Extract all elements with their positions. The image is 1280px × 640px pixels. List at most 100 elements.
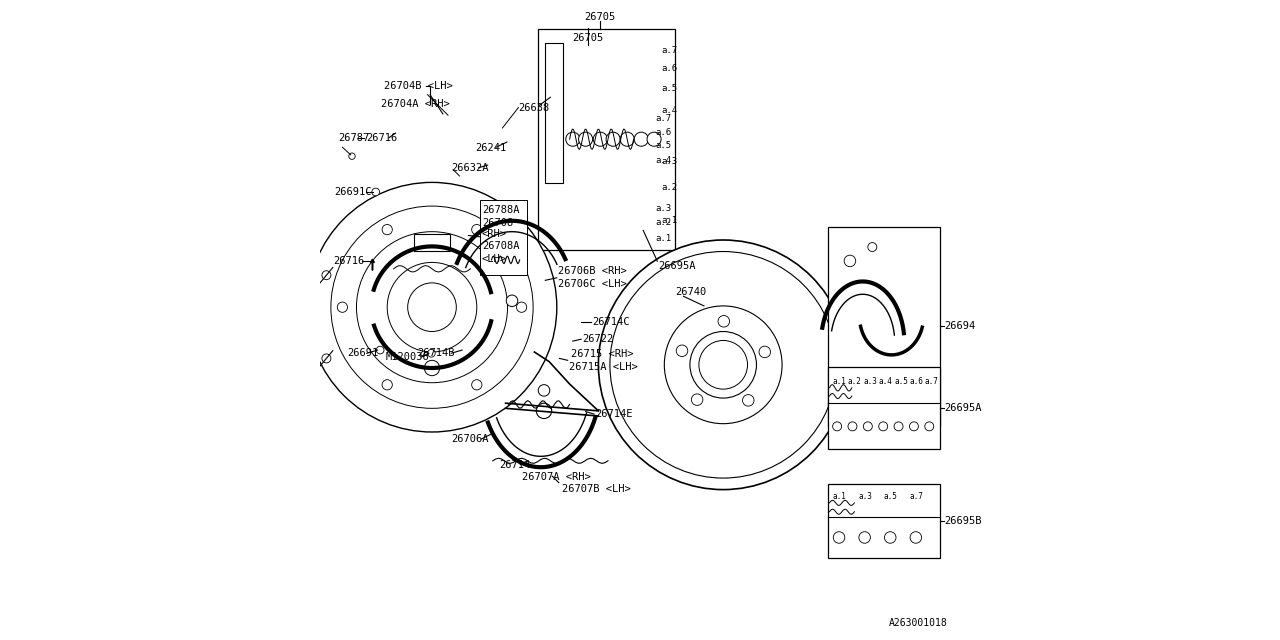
Text: a.1: a.1	[662, 216, 677, 225]
Text: a.3: a.3	[655, 204, 672, 212]
Text: a.5: a.5	[884, 493, 897, 502]
Circle shape	[879, 422, 888, 431]
Text: A263001018: A263001018	[888, 618, 947, 628]
Circle shape	[832, 422, 842, 431]
Text: 26714: 26714	[499, 460, 530, 470]
Text: 26705: 26705	[572, 33, 603, 44]
Text: 26716: 26716	[333, 256, 364, 266]
Circle shape	[381, 225, 392, 235]
Text: 26695A: 26695A	[658, 260, 695, 271]
Text: 26632A: 26632A	[452, 163, 489, 173]
Circle shape	[864, 422, 873, 431]
Text: 26695B: 26695B	[945, 516, 982, 526]
Circle shape	[425, 360, 440, 376]
Circle shape	[579, 132, 593, 147]
Text: 26714C: 26714C	[591, 317, 630, 327]
Circle shape	[387, 262, 477, 352]
Text: a.1: a.1	[833, 377, 846, 386]
Circle shape	[833, 532, 845, 543]
Circle shape	[742, 395, 754, 406]
Text: a.5: a.5	[655, 141, 672, 150]
Text: a.3: a.3	[662, 157, 677, 166]
Text: a.4: a.4	[879, 377, 892, 386]
Bar	[828, 367, 940, 449]
Bar	[480, 200, 527, 275]
Text: 26694: 26694	[945, 321, 975, 332]
Text: a.6: a.6	[910, 377, 923, 386]
Circle shape	[517, 302, 527, 312]
Circle shape	[759, 346, 771, 358]
Circle shape	[323, 271, 330, 280]
Circle shape	[407, 283, 457, 332]
Text: 26691C: 26691C	[334, 187, 371, 197]
Circle shape	[536, 403, 552, 419]
Circle shape	[338, 302, 348, 312]
Text: 26695A: 26695A	[945, 403, 982, 413]
Bar	[538, 29, 676, 250]
Text: 26705: 26705	[584, 12, 616, 22]
Text: a.7: a.7	[662, 46, 677, 56]
Circle shape	[323, 354, 330, 363]
Circle shape	[621, 132, 635, 147]
Text: 26706A: 26706A	[452, 434, 489, 444]
Bar	[828, 484, 940, 558]
Text: a.6: a.6	[662, 64, 677, 73]
Text: M120036: M120036	[385, 352, 429, 362]
Text: a.7: a.7	[925, 377, 938, 386]
Bar	[828, 227, 940, 426]
Circle shape	[708, 349, 739, 380]
Text: a.7: a.7	[910, 493, 923, 502]
FancyArrow shape	[371, 259, 374, 270]
Text: 26740: 26740	[676, 287, 707, 297]
Circle shape	[676, 345, 687, 356]
Text: a.1: a.1	[833, 493, 846, 502]
Text: 26715A <LH>: 26715A <LH>	[570, 362, 637, 372]
Circle shape	[307, 182, 557, 432]
Text: 26707B <LH>: 26707B <LH>	[562, 484, 631, 494]
Circle shape	[507, 295, 517, 307]
Text: 26241: 26241	[476, 143, 507, 154]
Text: 26706B <RH>: 26706B <RH>	[558, 266, 627, 276]
Text: a.2: a.2	[655, 218, 672, 227]
Circle shape	[849, 422, 858, 431]
Circle shape	[635, 132, 648, 147]
Circle shape	[884, 532, 896, 543]
Text: a.2: a.2	[849, 377, 861, 386]
Circle shape	[594, 132, 608, 147]
Text: a.3: a.3	[859, 493, 872, 502]
Text: a.3: a.3	[864, 377, 877, 386]
Circle shape	[356, 232, 507, 383]
Circle shape	[699, 340, 748, 389]
Circle shape	[471, 380, 483, 390]
Text: 26714E: 26714E	[595, 409, 632, 419]
Text: 26788A: 26788A	[483, 205, 520, 215]
Text: 26722: 26722	[582, 334, 613, 344]
Circle shape	[691, 394, 703, 405]
Text: 26716: 26716	[366, 132, 397, 143]
Circle shape	[381, 380, 392, 390]
Circle shape	[910, 532, 922, 543]
Text: 26787: 26787	[338, 132, 369, 143]
Text: 26708: 26708	[483, 218, 513, 228]
Circle shape	[845, 255, 856, 267]
Circle shape	[925, 422, 934, 431]
Text: 26714B: 26714B	[417, 348, 454, 358]
Text: a.4: a.4	[662, 106, 677, 115]
Text: a.6: a.6	[655, 128, 672, 137]
Circle shape	[690, 332, 756, 398]
Circle shape	[372, 188, 379, 196]
Circle shape	[859, 532, 870, 543]
Bar	[545, 43, 563, 184]
Text: 26691: 26691	[347, 348, 378, 358]
Text: a.1: a.1	[655, 234, 672, 243]
Circle shape	[664, 306, 782, 424]
Circle shape	[648, 132, 662, 147]
Circle shape	[718, 316, 730, 327]
Text: 26706C <LH>: 26706C <LH>	[558, 279, 627, 289]
Text: a.7: a.7	[655, 114, 672, 123]
Text: 26638: 26638	[518, 102, 549, 113]
Circle shape	[376, 346, 384, 354]
Text: <LH>: <LH>	[483, 253, 507, 264]
Text: <RH>: <RH>	[483, 229, 507, 239]
Circle shape	[868, 243, 877, 252]
